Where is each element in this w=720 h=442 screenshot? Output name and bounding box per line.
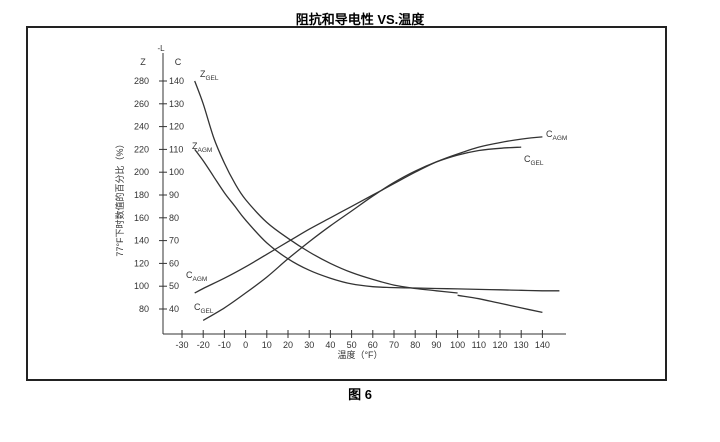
chart-title: 阻抗和导电性 VS.温度 — [295, 12, 425, 27]
z-tick-label: 280 — [134, 76, 149, 86]
z-tick-label: 240 — [134, 122, 149, 132]
c-axis-header: C — [175, 57, 182, 67]
x-tick-label: 130 — [514, 340, 529, 350]
x-tick-label: 0 — [243, 340, 248, 350]
c-tick-label: 100 — [169, 167, 184, 177]
series-line-c-agm — [194, 136, 543, 294]
outer-frame — [26, 26, 667, 381]
series-label-c-agm-start: CAGM — [186, 270, 207, 283]
figure-caption: 图 6 — [348, 387, 372, 402]
series-line-z-gel — [194, 80, 458, 294]
c-tick-label: 110 — [169, 144, 183, 154]
x-tick-label: 20 — [283, 340, 293, 350]
z-axis-header: Z — [140, 57, 146, 67]
series-label-c-gel-start: CGEL — [194, 302, 214, 315]
z-tick-label: 220 — [134, 144, 149, 154]
c-axis-header-top: -L — [157, 44, 165, 53]
x-tick-label: -10 — [218, 340, 231, 350]
x-tick-label: 50 — [347, 340, 357, 350]
c-tick-label: 80 — [169, 213, 179, 223]
c-tick-label: 120 — [169, 122, 184, 132]
z-tick-label: 200 — [134, 167, 149, 177]
z-tick-label: 180 — [134, 190, 149, 200]
c-tick-label: 70 — [169, 236, 179, 246]
c-tick-label: 130 — [169, 99, 184, 109]
x-axis-label: 温度（°F） — [337, 349, 382, 360]
c-tick-label: 60 — [169, 258, 179, 268]
x-tick-label: 90 — [431, 340, 441, 350]
series-line-z-gel-tail — [457, 294, 543, 314]
c-tick-label: 40 — [169, 304, 179, 314]
z-tick-label: 120 — [134, 258, 149, 268]
z-tick-label: 160 — [134, 213, 149, 223]
x-ticks: -30 -20 -10 0 10 20 30 40 50 60 70 80 90 100 110 120 130… — [175, 330, 550, 350]
x-tick-label: 140 — [535, 340, 550, 350]
z-tick-label: 140 — [134, 236, 149, 246]
z-tick-label: 100 — [134, 281, 149, 291]
x-tick-label: 40 — [325, 340, 335, 350]
series-label-z-agm: ZAGM — [192, 141, 212, 154]
x-tick-label: 30 — [304, 340, 314, 350]
z-tick-label: 260 — [134, 99, 149, 109]
y-ticks: 80 40 100 50 120 60 140 70 160 80 180 90 200 100 220 11… — [134, 76, 184, 314]
series-label-z-gel: ZGEL — [200, 69, 219, 82]
x-tick-label: 80 — [410, 340, 420, 350]
z-tick-label: 80 — [139, 304, 149, 314]
series-line-c-gel — [202, 146, 522, 321]
x-tick-label: -30 — [175, 340, 188, 350]
series-lines — [194, 80, 560, 321]
series-line-z-agm — [194, 149, 560, 292]
y-axis-label: 77°F下时数值的百分比（%） — [114, 139, 125, 256]
x-tick-label: 10 — [262, 340, 272, 350]
c-tick-label: 50 — [169, 281, 179, 291]
x-tick-label: 100 — [450, 340, 465, 350]
x-tick-label: 60 — [368, 340, 378, 350]
c-tick-label: 90 — [169, 190, 179, 200]
series-label-c-agm: CAGM — [546, 129, 567, 142]
x-tick-label: 120 — [492, 340, 507, 350]
series-label-c-gel: CGEL — [524, 154, 544, 167]
x-tick-label: -20 — [197, 340, 210, 350]
x-tick-label: 70 — [389, 340, 399, 350]
x-tick-label: 110 — [472, 340, 486, 350]
c-tick-label: 140 — [169, 76, 184, 86]
